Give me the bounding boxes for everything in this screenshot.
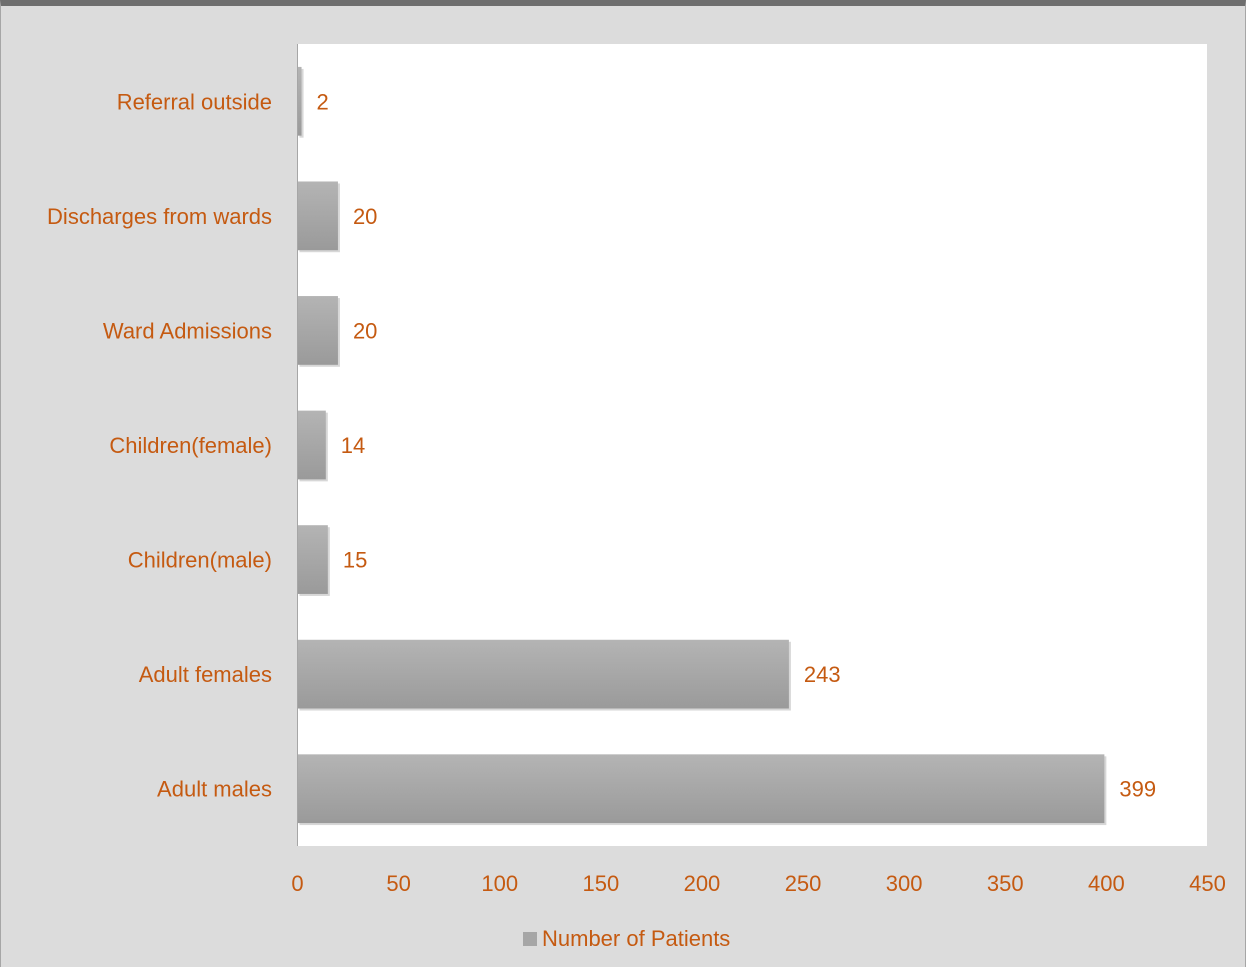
x-tick-label: 250 [785,871,822,896]
x-tick-label: 150 [582,871,619,896]
x-tick-label: 100 [481,871,518,896]
x-tick-label: 300 [886,871,923,896]
value-label: 15 [343,548,367,573]
category-label: Adult males [157,777,272,802]
bar-0 [297,66,302,136]
bars-layer [297,66,1107,826]
x-tick-label: 0 [291,871,303,896]
bar-5 [297,639,789,709]
value-label: 20 [353,204,377,229]
bar-3 [297,410,326,480]
value-labels: 2 20 20 14 15 243 399 [317,89,1157,801]
bar-chart: Referral outside Discharges from wards War… [47,44,1226,951]
x-tick-label: 50 [386,871,410,896]
value-label: 243 [804,662,841,687]
category-label: Ward Admissions [103,318,272,343]
plot-area [297,44,1207,846]
category-label: Children(male) [128,548,272,573]
category-label: Children(female) [109,433,272,458]
value-label: 20 [353,318,377,343]
x-tick-label: 350 [987,871,1024,896]
bar-1 [297,181,338,251]
x-tick-label: 200 [684,871,721,896]
value-label: 14 [341,433,365,458]
bar-2 [297,296,338,365]
category-label: Referral outside [117,89,272,114]
category-labels: Referral outside Discharges from wards War… [47,89,272,801]
x-tick-label: 400 [1088,871,1125,896]
category-label: Adult females [139,662,272,687]
legend-label: Number of Patients [542,926,730,951]
value-label: 399 [1119,777,1156,802]
legend: Number of Patients [523,926,730,951]
bar-4 [297,525,328,594]
bar-6 [297,754,1105,824]
category-label: Discharges from wards [47,204,272,229]
legend-marker [523,932,537,946]
value-label: 2 [317,89,329,114]
x-tick-label: 450 [1189,871,1226,896]
x-tick-labels: 0 50 100 150 200 250 300 350 400 450 [291,871,1225,896]
